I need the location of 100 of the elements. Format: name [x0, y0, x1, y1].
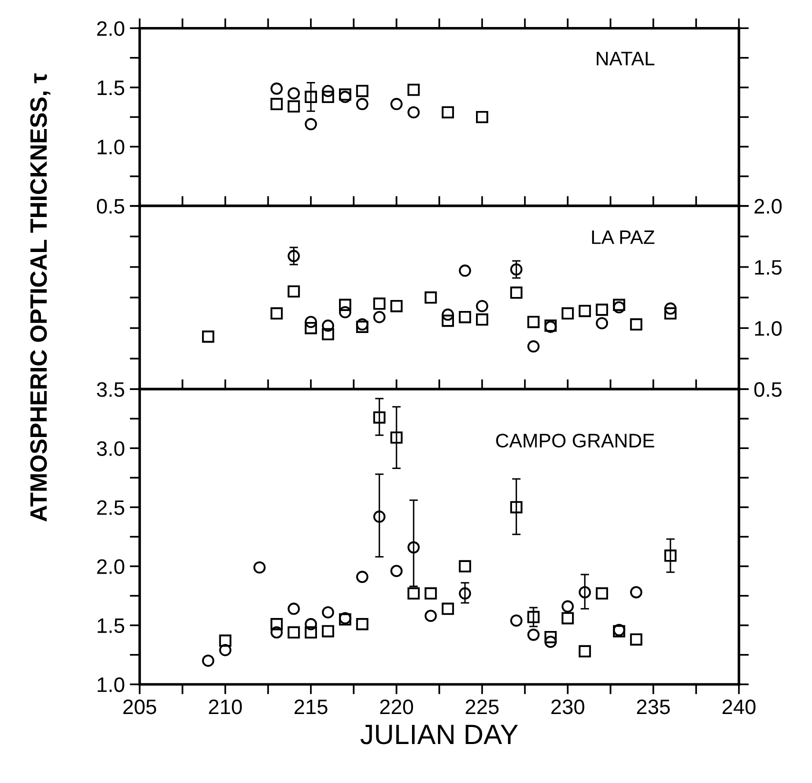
x-axis-title: JULIAN DAY	[360, 724, 518, 744]
y-axis-title: ATMOSPHERIC OPTICAL THICKNESS, τ	[30, 73, 50, 522]
point	[288, 87, 300, 100]
y-tick-label: 3.0	[96, 441, 124, 456]
point	[424, 587, 437, 600]
y-tick-label: 1.0	[98, 140, 124, 154]
point	[219, 634, 232, 647]
point	[373, 310, 386, 324]
point	[322, 84, 334, 98]
point	[288, 250, 300, 262]
point	[373, 298, 386, 310]
point	[562, 600, 574, 613]
point	[596, 587, 608, 600]
point	[202, 654, 214, 667]
point	[339, 88, 352, 101]
point	[322, 320, 334, 332]
point	[322, 90, 334, 104]
point	[510, 614, 522, 627]
point	[322, 625, 334, 638]
point	[544, 631, 557, 644]
x-tick-label: 205	[123, 699, 156, 714]
point	[630, 633, 642, 646]
point	[390, 431, 403, 444]
x-tick-label: 210	[208, 699, 242, 714]
point	[219, 644, 232, 656]
point	[664, 550, 677, 562]
point	[356, 84, 368, 98]
point	[390, 98, 403, 110]
point	[390, 300, 403, 312]
point	[322, 606, 334, 618]
annotation: LA PAZ	[592, 230, 654, 244]
point	[270, 82, 283, 95]
point	[476, 110, 488, 124]
point	[288, 100, 300, 113]
y-tick-label: 2.0	[97, 559, 124, 574]
point	[596, 304, 608, 316]
point	[288, 602, 300, 615]
point	[339, 298, 352, 311]
y-tick-label: 0.5	[96, 198, 124, 214]
point	[630, 586, 642, 598]
point	[424, 291, 437, 304]
point	[476, 313, 488, 326]
point	[527, 316, 540, 328]
point	[356, 320, 368, 333]
point	[442, 106, 454, 118]
point	[510, 501, 522, 514]
y-tick-label: 2.0	[97, 21, 124, 36]
point	[373, 411, 386, 424]
y2-tick-label: 0.5	[754, 382, 782, 397]
point	[596, 317, 608, 330]
point	[476, 300, 488, 312]
point	[510, 263, 522, 276]
point	[339, 306, 352, 318]
point	[510, 286, 522, 299]
y2-tick-label: 1.0	[755, 321, 782, 336]
y-tick-label: 1.0	[98, 677, 124, 692]
point	[458, 310, 472, 324]
point	[304, 618, 317, 630]
point	[458, 264, 472, 277]
point	[304, 90, 317, 104]
point	[562, 307, 574, 320]
point	[288, 626, 300, 638]
point	[270, 307, 283, 320]
point	[578, 586, 591, 598]
point	[562, 612, 574, 624]
point	[442, 308, 454, 321]
point	[578, 304, 591, 318]
point	[458, 560, 472, 572]
point	[270, 626, 283, 638]
point	[664, 302, 677, 315]
point	[664, 307, 677, 320]
y-tick-label: 3.5	[96, 382, 124, 397]
x-tick-label: 220	[380, 699, 414, 714]
y2-tick-label: 1.5	[755, 260, 782, 275]
point	[407, 587, 420, 600]
x-tick-label: 225	[466, 699, 499, 714]
point	[356, 98, 368, 110]
x-tick-label: 240	[722, 699, 756, 714]
point	[270, 618, 283, 630]
point	[424, 610, 437, 622]
annotation: CAMPO GRANDE	[496, 434, 654, 448]
point	[202, 330, 214, 343]
point	[270, 98, 283, 110]
point	[373, 510, 386, 523]
point	[527, 340, 540, 353]
y2-tick-label: 2.0	[754, 198, 782, 214]
point	[458, 587, 472, 600]
x-tick-label: 215	[294, 699, 328, 714]
x-tick-label: 230	[551, 699, 584, 714]
point	[527, 610, 540, 624]
point	[253, 561, 266, 574]
point	[304, 316, 317, 328]
point	[304, 322, 317, 334]
point	[578, 645, 591, 658]
point	[407, 541, 420, 554]
point	[356, 570, 368, 584]
annotation: NATAL	[596, 52, 654, 66]
point	[288, 285, 300, 298]
point	[407, 84, 420, 96]
x-tick-label: 235	[636, 699, 670, 714]
